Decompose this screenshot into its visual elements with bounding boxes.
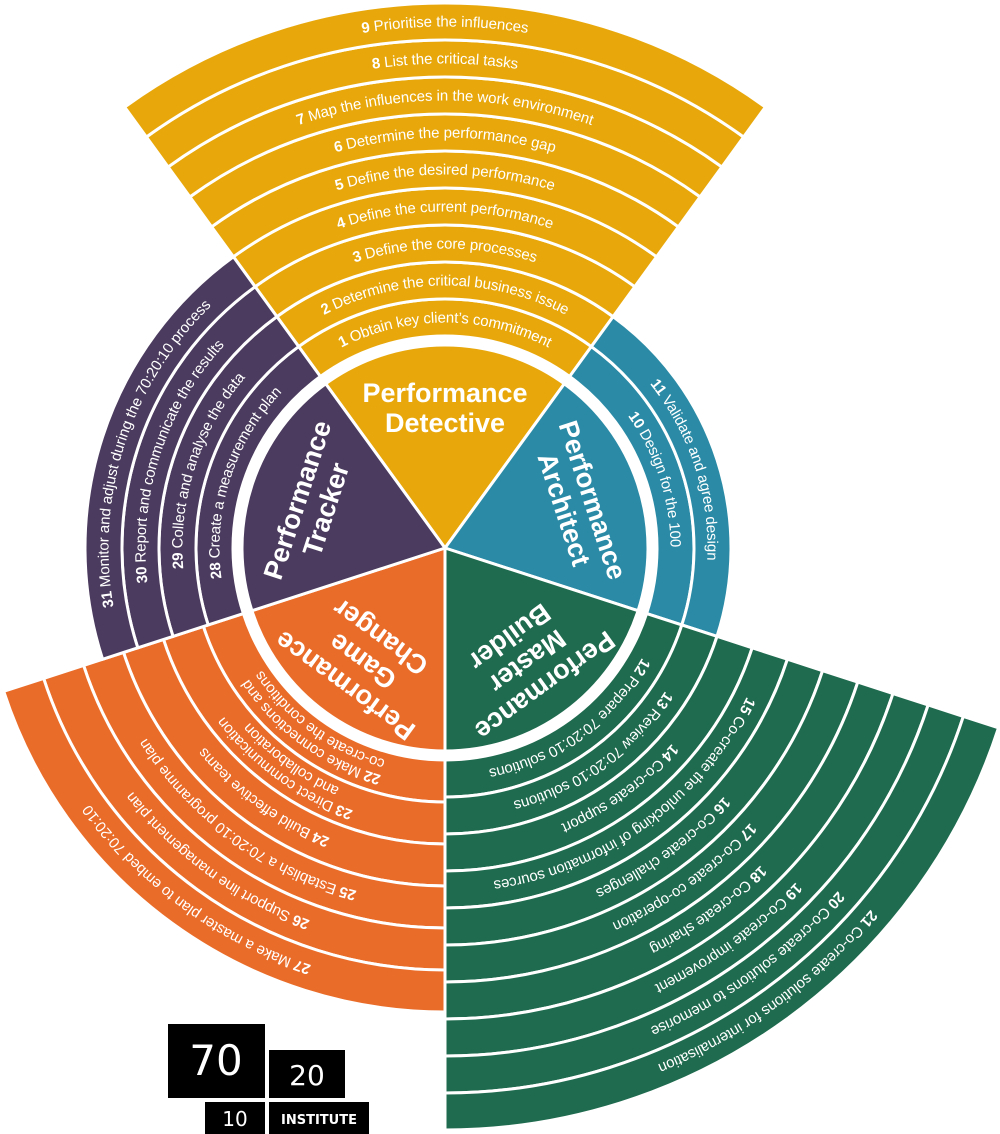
step-number: 23 bbox=[333, 801, 355, 823]
step-number: 28 bbox=[206, 562, 225, 580]
step-label: 9 Prioritise the influences bbox=[360, 13, 529, 37]
step-number: 25 bbox=[337, 883, 358, 904]
step-number: 30 bbox=[133, 566, 151, 584]
wedge-title: Detective bbox=[385, 408, 505, 438]
wedge bbox=[442, 381, 650, 613]
wedge-title: Performance bbox=[362, 378, 527, 408]
step-ring bbox=[83, 254, 258, 662]
logo-box bbox=[205, 1102, 265, 1134]
step-ring bbox=[443, 714, 1000, 1132]
step-number: 27 bbox=[291, 956, 312, 977]
wedge bbox=[240, 381, 448, 613]
step-number: 15 bbox=[736, 695, 759, 718]
wedge bbox=[323, 343, 567, 551]
logo-text: 20 bbox=[289, 1059, 325, 1092]
logo-box bbox=[269, 1102, 369, 1134]
step-number: 22 bbox=[361, 767, 382, 788]
step-number: 8 bbox=[371, 54, 382, 72]
step-number: 24 bbox=[309, 828, 332, 850]
step-text: Prioritise the influences bbox=[373, 13, 530, 37]
step-text: List the critical tasks bbox=[383, 50, 519, 72]
wedge bbox=[250, 545, 447, 753]
wedge bbox=[443, 545, 640, 753]
step-number: 12 bbox=[631, 656, 654, 679]
step-number: 29 bbox=[169, 552, 187, 569]
logo-text: 70 bbox=[189, 1036, 242, 1085]
logo: 70 20 10 INSTITUTE bbox=[168, 1024, 369, 1134]
step-number: 26 bbox=[290, 911, 312, 933]
logo-box bbox=[269, 1050, 345, 1098]
step-ring bbox=[1, 676, 447, 1014]
logo-text: 10 bbox=[222, 1107, 247, 1131]
step-number: 10 bbox=[625, 408, 648, 431]
logo-text: INSTITUTE bbox=[281, 1113, 357, 1128]
step-ring bbox=[122, 1, 768, 140]
step-number: 31 bbox=[98, 590, 117, 609]
step-label: 8 List the critical tasks bbox=[371, 50, 520, 72]
logo-box bbox=[168, 1024, 265, 1098]
step-number: 9 bbox=[360, 18, 371, 36]
step-number: 13 bbox=[653, 689, 676, 712]
